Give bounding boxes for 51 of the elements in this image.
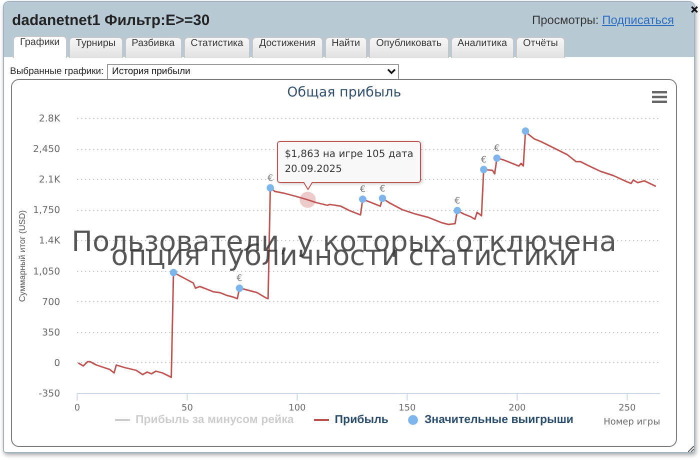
point xyxy=(236,284,244,292)
point xyxy=(493,154,501,162)
data-label: € xyxy=(380,184,386,194)
y-tick-label: 0 xyxy=(54,358,60,369)
data-label: € xyxy=(454,196,460,207)
y-tick-label: 1.4K xyxy=(38,236,61,247)
y-tick-label: 2.8K xyxy=(38,114,61,124)
point xyxy=(378,194,386,202)
point xyxy=(480,166,488,174)
y-tick-label: 350 xyxy=(42,327,60,338)
point xyxy=(454,206,462,214)
y-tick-label: 700 xyxy=(42,296,60,308)
tab: Турниры xyxy=(68,37,123,58)
point xyxy=(358,195,366,203)
text: dadanetnet1 Фильтр:E>=30 xyxy=(12,12,210,29)
legend-label: Прибыль xyxy=(334,413,388,427)
y-tick-label: -350 xyxy=(38,388,60,400)
y-tick-label: 2.1K xyxy=(38,174,61,186)
tab: Достижения xyxy=(252,37,323,58)
tab: Разбивка xyxy=(124,37,182,58)
data-label: € xyxy=(494,144,500,154)
y-tick-label: 2,450 xyxy=(32,144,60,156)
tab: Графики xyxy=(13,36,67,58)
x-tick-label: 0 xyxy=(74,404,80,414)
data-label: € xyxy=(267,174,274,184)
text: Подписаться xyxy=(602,13,674,27)
dropdown-field: История прибыли xyxy=(107,64,399,80)
x-tick-label: 250 xyxy=(618,404,636,414)
y-axis-title: Суммарный итог (USD) xyxy=(17,210,28,302)
text: Просмотры: xyxy=(532,13,599,27)
tab: Статистика xyxy=(184,37,250,58)
x-axis-title: Номер игры xyxy=(604,418,660,428)
x-tick-label: 50 xyxy=(181,404,194,414)
x-tick-label: 200 xyxy=(508,404,526,414)
data-label: € xyxy=(480,156,487,166)
point xyxy=(522,127,530,135)
tooltip: $1,863 на игре 105 дата 20.09.2025 xyxy=(276,140,422,183)
legend-label: Значительные выигрыши xyxy=(424,413,574,427)
data-label: € xyxy=(236,274,243,284)
tab: Аналитика xyxy=(450,37,514,58)
tab: Опубликовать xyxy=(369,37,449,58)
point xyxy=(266,184,274,192)
x-tick-label: 150 xyxy=(398,404,416,414)
data-label: € xyxy=(360,185,366,196)
tab: Отчёты xyxy=(516,37,565,58)
y-tick-label: 1,750 xyxy=(32,205,60,216)
x-tick-label: 100 xyxy=(288,404,306,414)
chart-title: Общая прибыль xyxy=(287,84,402,100)
text: Выбранные графики: xyxy=(10,66,104,77)
tab: Найти xyxy=(324,37,368,58)
y-tick-label: 1,050 xyxy=(32,266,60,278)
